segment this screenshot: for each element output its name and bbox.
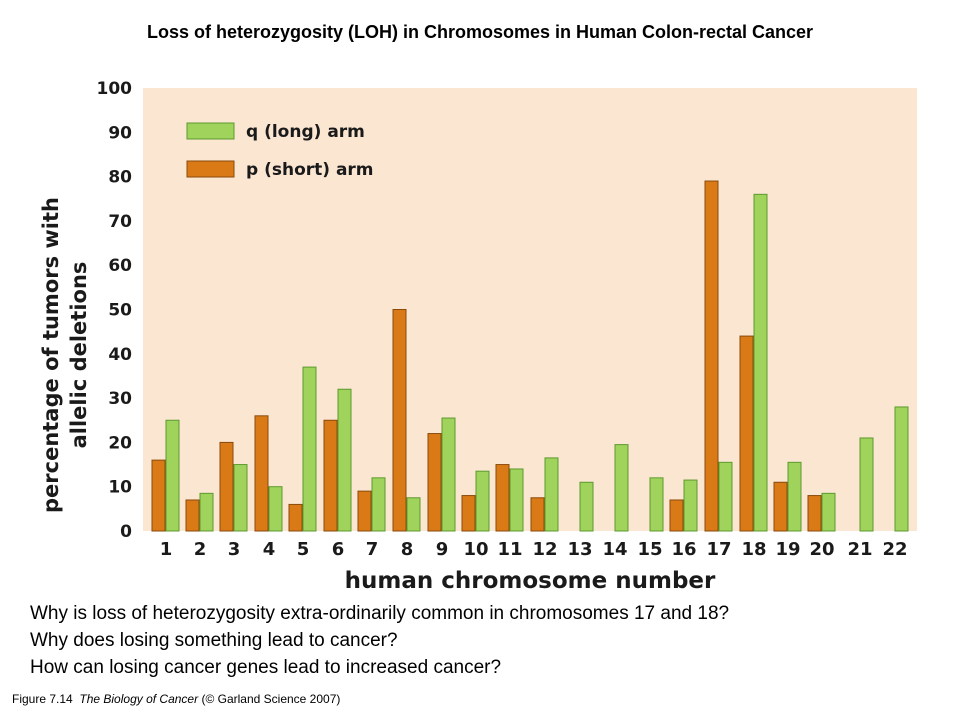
question-1: Why is loss of heterozygosity extra-ordi…: [30, 603, 730, 624]
bar-p-arm-chr-10: [461, 495, 476, 532]
y-axis-label-line-1: percentage of tumors with: [39, 197, 63, 513]
bar-q-arm-chr-2: [199, 492, 214, 532]
bar-p-arm-chr-7: [357, 490, 372, 532]
y-tick-label: 50: [108, 301, 132, 321]
y-tick-label: 20: [108, 433, 132, 453]
bar-q-arm-chr-9: [441, 417, 456, 532]
x-tick-label: 15: [637, 539, 662, 560]
bar-q-arm-chr-13: [579, 481, 594, 532]
legend-label-p-arm: p (short) arm: [246, 160, 374, 180]
loh-bar-chart: 0 10 20 30 40 50 60 70 80 90 100 1 2 3 4 5 6 7 8 9 10 11 12 13…: [0, 60, 960, 600]
x-tick-label: 8: [401, 539, 414, 560]
bar-q-arm-chr-12: [544, 457, 559, 532]
bar-q-arm-chr-7: [371, 477, 386, 532]
bars: [151, 180, 909, 532]
bar-q-arm-chr-15: [649, 477, 664, 532]
bar-p-arm-chr-6: [323, 419, 338, 532]
bar-p-arm-chr-8: [392, 309, 407, 532]
bar-p-arm-chr-16: [669, 499, 684, 532]
question-3: How can losing cancer genes lead to incr…: [30, 657, 502, 678]
x-tick-label: 13: [567, 539, 592, 560]
bar-p-arm-chr-17: [704, 180, 719, 532]
y-tick-label: 100: [97, 79, 133, 99]
bar-q-arm-chr-18: [753, 193, 768, 532]
legend-label-q-arm: q (long) arm: [246, 122, 365, 142]
x-tick-label: 4: [263, 539, 276, 560]
bar-p-arm-chr-2: [185, 499, 200, 532]
bar-p-arm-chr-18: [739, 335, 754, 532]
bar-q-arm-chr-16: [683, 479, 698, 532]
y-tick-label: 10: [108, 478, 132, 498]
y-tick-label: 60: [108, 256, 132, 276]
x-tick-label: 11: [497, 539, 522, 560]
x-tick-label: 3: [228, 539, 241, 560]
plot-background: [143, 88, 917, 531]
x-tick-label: 20: [809, 539, 834, 560]
caption-book-title: The Biology of Cancer: [79, 692, 199, 706]
x-tick-label: 21: [847, 539, 872, 560]
x-tick-label: 1: [160, 539, 173, 560]
caption-credit: (© Garland Science 2007): [201, 692, 341, 706]
x-tick-label: 5: [297, 539, 310, 560]
x-tick-label: 14: [602, 539, 627, 560]
bar-p-arm-chr-12: [530, 497, 545, 532]
figure-caption: Figure 7.14 The Biology of Cancer (© Gar…: [12, 692, 340, 706]
bar-p-arm-chr-4: [254, 415, 269, 532]
x-tick-label: 7: [366, 539, 379, 560]
bar-q-arm-chr-20: [821, 492, 836, 532]
x-tick-label: 19: [775, 539, 800, 560]
x-tick-label: 9: [436, 539, 449, 560]
bar-q-arm-chr-19: [787, 461, 802, 532]
y-tick-label: 70: [108, 212, 132, 232]
bar-q-arm-chr-8: [406, 497, 421, 532]
x-tick-label: 22: [882, 539, 907, 560]
y-tick-label: 40: [108, 345, 132, 365]
x-tick-label: 12: [532, 539, 557, 560]
y-tick-label: 90: [108, 123, 132, 143]
bar-p-arm-chr-11: [495, 464, 510, 532]
bar-p-arm-chr-9: [427, 433, 442, 532]
bar-q-arm-chr-5: [302, 366, 317, 532]
bar-q-arm-chr-22: [894, 406, 909, 532]
x-axis-ticks: 1 2 3 4 5 6 7 8 9 10 11 12 13 14 15 16 17 18 19 20 21 22: [160, 539, 908, 560]
bar-p-arm-chr-20: [807, 495, 822, 532]
bar-q-arm-chr-10: [475, 470, 490, 532]
bar-p-arm-chr-5: [288, 503, 303, 532]
y-tick-label: 0: [120, 522, 132, 542]
legend-swatch-q-arm: [186, 122, 235, 140]
y-tick-label: 30: [108, 389, 132, 409]
y-tick-label: 80: [108, 168, 132, 188]
x-tick-label: 10: [463, 539, 488, 560]
bar-p-arm-chr-3: [219, 441, 234, 532]
legend: q (long) arm p (short) arm: [186, 122, 374, 180]
bar-q-arm-chr-1: [165, 419, 180, 532]
x-tick-label: 16: [671, 539, 696, 560]
x-axis-label: human chromosome number: [345, 568, 716, 594]
bar-q-arm-chr-21: [859, 437, 874, 532]
legend-swatch-p-arm: [186, 160, 235, 178]
bar-q-arm-chr-6: [337, 388, 352, 532]
bar-q-arm-chr-11: [509, 468, 524, 532]
y-axis-label-line-2: allelic deletions: [67, 262, 91, 449]
x-tick-label: 6: [332, 539, 345, 560]
bar-q-arm-chr-4: [268, 486, 283, 532]
bar-p-arm-chr-1: [151, 459, 166, 532]
y-axis-ticks: 0 10 20 30 40 50 60 70 80 90 100: [97, 79, 133, 542]
bar-q-arm-chr-3: [233, 464, 248, 532]
x-tick-label: 2: [194, 539, 207, 560]
slide-title: Loss of heterozygosity (LOH) in Chromoso…: [146, 22, 814, 42]
x-tick-label: 18: [741, 539, 766, 560]
bar-q-arm-chr-17: [718, 461, 733, 532]
question-2: Why does losing something lead to cancer…: [30, 630, 398, 651]
x-tick-label: 17: [706, 539, 731, 560]
caption-figure-number: Figure 7.14: [12, 692, 73, 706]
bar-p-arm-chr-19: [773, 481, 788, 532]
bar-q-arm-chr-14: [614, 444, 629, 532]
